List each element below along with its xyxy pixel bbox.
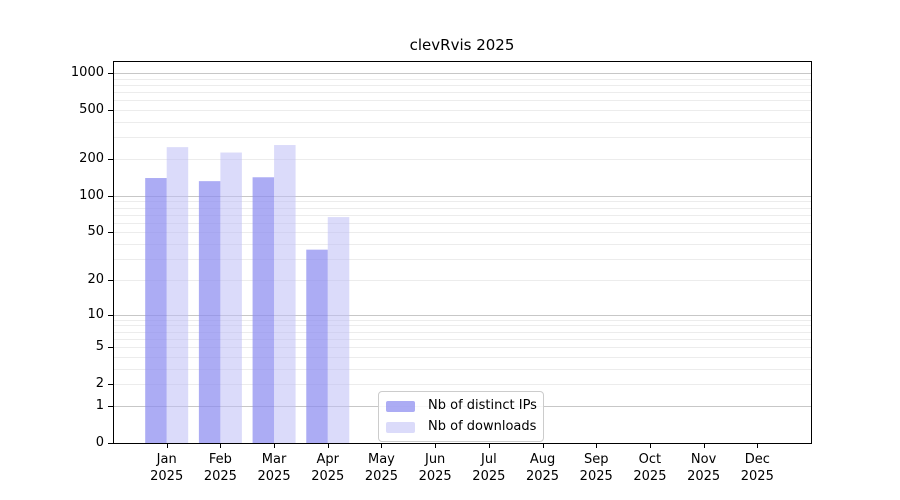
y-tick-label: 200: [79, 151, 104, 166]
x-tick-label: Oct 2025: [633, 452, 667, 484]
x-tick-label: Feb 2025: [203, 452, 237, 484]
bar-downloads-mar: [274, 145, 296, 444]
bar-distinct-ips-mar: [252, 177, 275, 443]
x-tick-label: Jul 2025: [472, 452, 506, 484]
y-tick-label: 500: [79, 102, 104, 117]
y-tick-label: 50: [87, 224, 104, 239]
legend-label-downloads: Nb of downloads: [428, 419, 537, 434]
x-tick-label: Mar 2025: [257, 452, 291, 484]
legend-label-distinct-ips: Nb of distinct IPs: [428, 398, 537, 413]
y-tick-label: 20: [87, 272, 104, 287]
y-tick-label: 1: [95, 398, 104, 413]
bar-downloads-feb: [220, 152, 242, 444]
y-tick-label: 1000: [70, 65, 104, 80]
x-tick-label: Aug 2025: [525, 452, 560, 484]
x-tick-label: Jun 2025: [418, 452, 452, 484]
y-tick-label: 0: [95, 435, 104, 450]
legend: Nb of distinct IPs Nb of downloads: [378, 391, 544, 442]
y-tick-label: 2: [95, 376, 104, 391]
x-tick-label: Jan 2025: [150, 452, 184, 484]
bar-distinct-ips-apr: [306, 249, 328, 443]
x-tick-label: Apr 2025: [311, 452, 345, 484]
y-tick-label: 100: [79, 188, 104, 203]
legend-entry-distinct-ips: Nb of distinct IPs: [386, 398, 537, 414]
bar-downloads-jan: [166, 147, 189, 443]
chart-title: clevRvis 2025: [409, 36, 515, 54]
x-tick-label: Dec 2025: [740, 452, 774, 484]
legend-entry-downloads: Nb of downloads: [386, 419, 537, 435]
bar-downloads-apr: [327, 217, 350, 443]
y-tick-label: 5: [95, 339, 104, 354]
bar-distinct-ips-feb: [198, 181, 221, 443]
legend-swatch-downloads-icon: [386, 421, 415, 433]
y-tick-label: 10: [87, 307, 104, 322]
plot-border: [113, 61, 812, 444]
x-tick-label: May 2025: [364, 452, 398, 484]
x-tick-label: Nov 2025: [687, 452, 721, 484]
legend-swatch-distinct-ips-icon: [386, 400, 415, 412]
bar-distinct-ips-jan: [145, 178, 167, 444]
x-tick-label: Sep 2025: [579, 452, 613, 484]
